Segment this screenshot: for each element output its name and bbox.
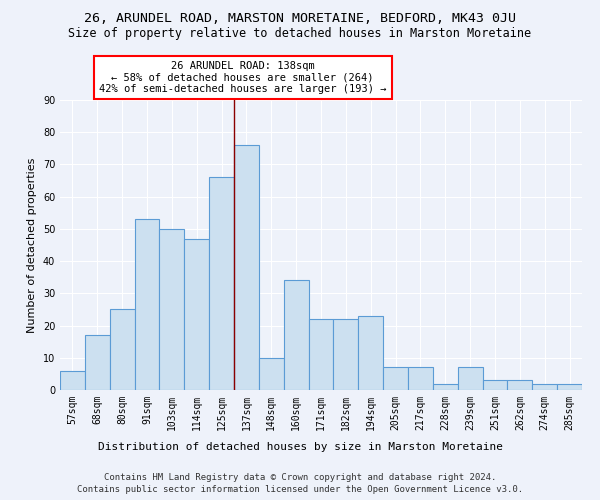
- Bar: [308, 319, 334, 390]
- Text: 26, ARUNDEL ROAD, MARSTON MORETAINE, BEDFORD, MK43 0JU: 26, ARUNDEL ROAD, MARSTON MORETAINE, BED…: [84, 12, 516, 26]
- Y-axis label: Number of detached properties: Number of detached properties: [27, 158, 37, 332]
- Bar: [383, 368, 408, 390]
- Text: 26 ARUNDEL ROAD: 138sqm
← 58% of detached houses are smaller (264)
42% of semi-d: 26 ARUNDEL ROAD: 138sqm ← 58% of detache…: [99, 61, 386, 94]
- Bar: [85, 335, 110, 390]
- Bar: [408, 368, 433, 390]
- Bar: [557, 384, 582, 390]
- Bar: [532, 384, 557, 390]
- Bar: [358, 316, 383, 390]
- Bar: [508, 380, 532, 390]
- Bar: [160, 229, 184, 390]
- Bar: [209, 178, 234, 390]
- Bar: [284, 280, 308, 390]
- Bar: [482, 380, 508, 390]
- Text: Size of property relative to detached houses in Marston Moretaine: Size of property relative to detached ho…: [68, 28, 532, 40]
- Text: Distribution of detached houses by size in Marston Moretaine: Distribution of detached houses by size …: [97, 442, 503, 452]
- Text: Contains HM Land Registry data © Crown copyright and database right 2024.: Contains HM Land Registry data © Crown c…: [104, 472, 496, 482]
- Bar: [60, 370, 85, 390]
- Bar: [110, 310, 134, 390]
- Bar: [184, 238, 209, 390]
- Bar: [259, 358, 284, 390]
- Bar: [334, 319, 358, 390]
- Text: Contains public sector information licensed under the Open Government Licence v3: Contains public sector information licen…: [77, 485, 523, 494]
- Bar: [234, 145, 259, 390]
- Bar: [433, 384, 458, 390]
- Bar: [134, 219, 160, 390]
- Bar: [458, 368, 482, 390]
